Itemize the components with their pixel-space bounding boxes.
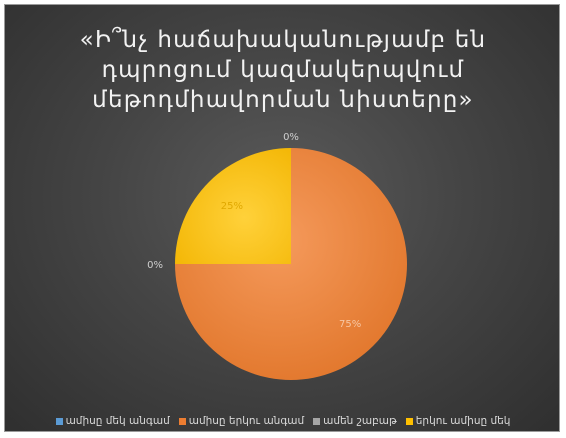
- legend-swatch-1: [178, 417, 186, 425]
- legend-label: ամիսը մեկ անգամ: [65, 415, 170, 427]
- legend-swatch-3: [405, 417, 413, 425]
- legend-item: ամեն շաբաթ: [313, 415, 397, 427]
- data-label-2: 0%: [147, 260, 163, 271]
- legend-swatch-2: [313, 417, 321, 425]
- legend-swatch-0: [55, 417, 63, 425]
- legend-label: երկու ամիսը մեկ: [415, 415, 511, 427]
- data-label-0: 0%: [283, 132, 299, 143]
- data-label-3: 25%: [221, 201, 243, 212]
- legend-label: ամեն շաբաթ: [323, 415, 397, 427]
- chart-title: «Ի՞նչ հաճախականությամբ են դպրոցում կազմա…: [79, 27, 487, 113]
- pie-slice-3: [175, 148, 291, 264]
- legend-item: ամիսը մեկ անգամ: [55, 415, 170, 427]
- legend-label: ամիսը երկու անգամ: [188, 415, 305, 427]
- data-label-1: 75%: [339, 319, 361, 330]
- legend-item: ամիսը երկու անգամ: [178, 415, 305, 427]
- legend-item: երկու ամիսը մեկ: [405, 415, 511, 427]
- chart-area: «Ի՞նչ հաճախականությամբ են դպրոցում կազմա…: [4, 4, 560, 432]
- pie-chart: 0% 75% 0% 25%: [147, 132, 407, 380]
- legend: ամիսը մեկ անգամ ամիսը երկու անգամ ամեն շ…: [5, 415, 561, 427]
